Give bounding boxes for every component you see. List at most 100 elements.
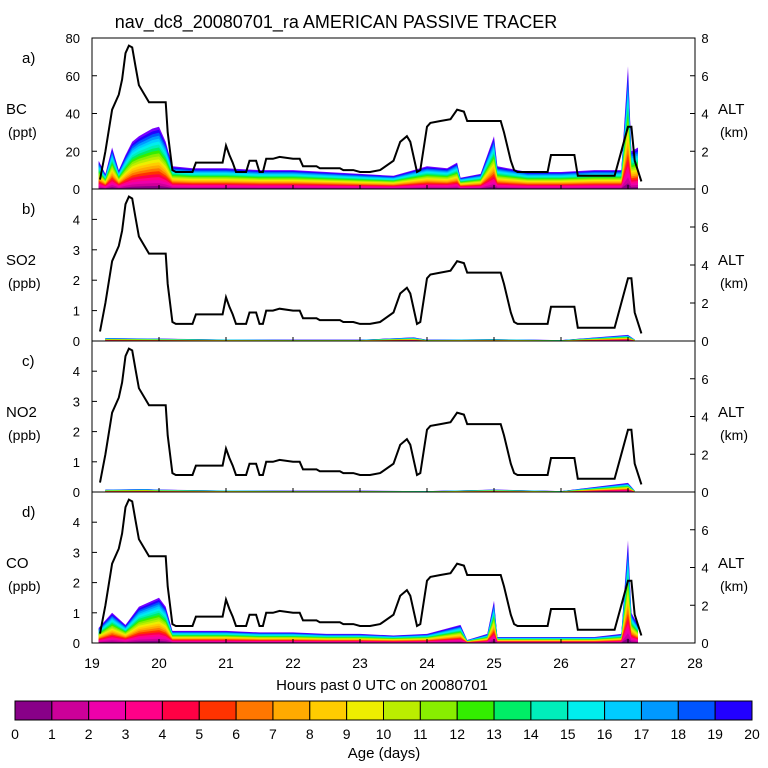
y-tick-label: 3: [73, 545, 80, 560]
colorbar-swatch: [14, 700, 53, 721]
y-tick-label: 4: [73, 212, 80, 227]
species-label: SO2: [6, 252, 36, 269]
unit-label: (ppb): [8, 427, 41, 443]
y-tick-label: 0: [73, 182, 80, 197]
panel-label: a): [22, 50, 35, 67]
colorbar-swatch: [88, 700, 127, 721]
colorbar-tick-label: 14: [523, 726, 539, 742]
species-label: CO: [6, 555, 29, 572]
panel-bc: 0 20 40 60 80 0 2 4 6 8 a) BC (ppt) ALT (km): [6, 31, 748, 197]
colorbar-tick-label: 4: [159, 726, 167, 742]
alt-tick-label: 4: [701, 561, 708, 576]
y-tick-label: 2: [73, 425, 80, 440]
colorbar-swatch: [567, 700, 606, 721]
colorbar-tick-label: 11: [413, 726, 428, 742]
alt-label: ALT: [718, 555, 744, 572]
x-axis: 19 20 21 22 23 24 25 26 27 28: [84, 655, 703, 671]
alt-unit-label: (km): [720, 427, 748, 443]
tracer-band-age-5: [105, 489, 635, 492]
tracer-bands: [98, 66, 638, 189]
colorbar-swatch: [161, 700, 200, 721]
altitude-line: [99, 195, 643, 334]
colorbar-tick-label: 12: [449, 726, 465, 742]
altitude-line: [99, 347, 643, 485]
colorbar-tick-label: 19: [707, 726, 723, 742]
colorbar-tick-label: 15: [560, 726, 576, 742]
colorbar-tick-label: 9: [343, 726, 351, 742]
colorbar-tick-label: 18: [671, 726, 687, 742]
tracer-bands: [105, 334, 635, 341]
colorbar-tick-label: 16: [597, 726, 613, 742]
panel-so2: 0 1 2 3 4 0 2 4 6 b) SO2 (ppb) ALT (km): [6, 188, 748, 349]
alt-tick-label: 0: [701, 334, 708, 349]
altitude-line: [99, 44, 643, 182]
alt-tick-label: 2: [701, 598, 708, 613]
alt-tick-label: 6: [701, 69, 708, 84]
alt-label: ALT: [718, 252, 744, 269]
panel-label: c): [22, 353, 35, 370]
tracer-band-age-17: [98, 555, 638, 643]
colorbar-swatch: [235, 700, 274, 721]
species-label: NO2: [6, 404, 37, 421]
colorbar-swatch: [677, 700, 716, 721]
x-tick-label: 20: [151, 655, 167, 671]
y-tick-label: 1: [73, 606, 80, 621]
colorbar-swatch: [272, 700, 311, 721]
colorbar-swatch: [714, 700, 753, 721]
panel-label: b): [22, 201, 35, 218]
alt-unit-label: (km): [720, 275, 748, 291]
colorbar-swatch: [346, 700, 384, 721]
colorbar-tick-label: 2: [85, 726, 93, 742]
y-tick-label: 0: [73, 636, 80, 651]
alt-tick-label: 0: [701, 636, 708, 651]
x-tick-label: 27: [620, 655, 636, 671]
y-tick-label: 0: [73, 334, 80, 349]
tracer-bands: [105, 482, 635, 492]
colorbar-tick-label: 8: [306, 726, 314, 742]
alt-tick-label: 0: [701, 485, 708, 500]
x-tick-label: 25: [486, 655, 502, 671]
alt-tick-label: 4: [701, 107, 708, 122]
tracer-band-age-9: [105, 487, 635, 492]
x-tick-label: 19: [84, 655, 100, 671]
panel-label: d): [22, 504, 35, 521]
y-tick-label: 60: [66, 69, 80, 84]
colorbar-swatch: [530, 700, 569, 721]
tracer-band-age-20: [98, 540, 638, 643]
colorbar-tick-label: 20: [744, 726, 760, 742]
alt-tick-label: 6: [701, 220, 708, 235]
y-tick-label: 2: [73, 576, 80, 591]
y-tick-label: 0: [73, 485, 80, 500]
panel-frame: [91, 491, 696, 644]
x-tick-label: 24: [419, 655, 435, 671]
panel-frame: [91, 188, 696, 342]
x-tick-label: 26: [553, 655, 569, 671]
chart-title: nav_dc8_20080701_ra AMERICAN PASSIVE TRA…: [115, 12, 558, 33]
colorbar-tick-label: 10: [376, 726, 392, 742]
colorbar-label: Age (days): [348, 745, 421, 762]
tracer-band-age-18: [98, 550, 638, 643]
panel-frame: [91, 340, 696, 493]
y-tick-label: 2: [73, 273, 80, 288]
y-tick-label: 1: [73, 304, 80, 319]
colorbar-tick-label: 3: [122, 726, 130, 742]
unit-label: (ppb): [8, 275, 41, 291]
altitude-line: [99, 498, 643, 636]
colorbar-swatch: [198, 700, 237, 721]
tracer-bands: [98, 540, 638, 643]
tracer-band-age-12: [105, 337, 635, 341]
y-tick-label: 40: [66, 107, 80, 122]
x-axis-label: Hours past 0 UTC on 20080701: [276, 677, 488, 694]
unit-label: (ppt): [8, 124, 37, 140]
tracer-band-age-16: [98, 559, 638, 643]
colorbar-swatch: [309, 700, 348, 721]
colorbar-swatch: [51, 700, 90, 721]
y-tick-label: 1: [73, 455, 80, 470]
colorbar-tick-label: 1: [48, 726, 56, 742]
alt-tick-label: 6: [701, 372, 708, 387]
colorbar-swatch: [640, 700, 679, 721]
alt-tick-label: 0: [701, 182, 708, 197]
tracer-band-age-0: [98, 183, 638, 189]
colorbar-tick-label: 13: [486, 726, 502, 742]
